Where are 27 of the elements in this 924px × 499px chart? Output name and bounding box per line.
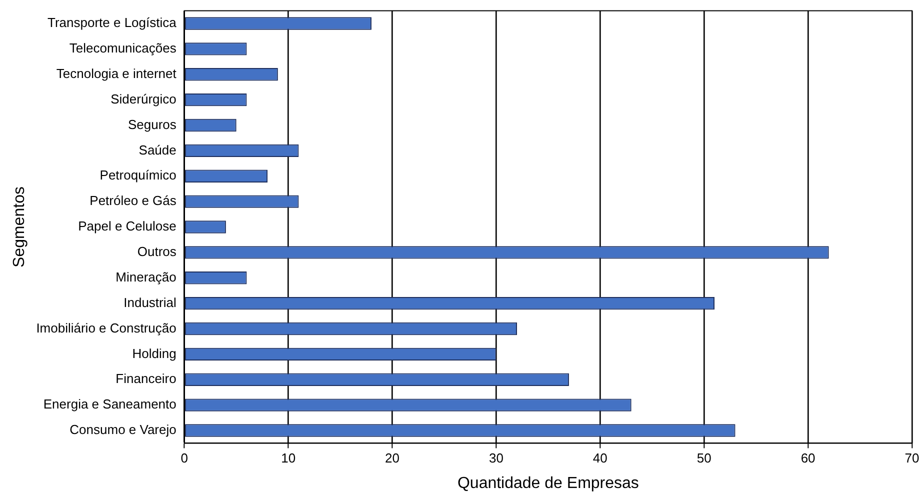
y-tick-label: Imobiliário e Construção [36,320,176,336]
y-tick-label: Seguros [128,116,177,132]
x-tick-label: 40 [592,450,608,466]
y-tick-label: Telecomunicações [69,40,177,56]
x-axis-title: Quantidade de Empresas [457,474,639,492]
y-tick-label: Papel e Celulose [78,218,176,234]
y-tick-label: Industrial [124,294,176,310]
y-tick-label: Transporte e Logística [48,15,178,30]
x-tick-label: 30 [488,450,504,466]
y-tick-label: Petroquímico [100,168,176,183]
x-tick-label: 20 [385,450,400,466]
y-tick-label: Consumo e Varejo [70,422,176,438]
y-tick-label: Petróleo e Gás [90,193,177,208]
x-tick-label: 10 [281,450,296,466]
x-tick-label: 70 [904,450,920,466]
y-tick-label: Energia e Saneamento [43,396,176,412]
y-tick-label: Financeiro [116,371,176,386]
y-tick-label: Saúde [138,142,176,158]
y-axis-title: Segmentos [11,186,28,268]
y-tick-label: Outros [137,244,177,260]
y-tick-label: Holding [132,346,176,361]
y-tick-label: Siderúrgico [110,91,176,106]
y-tick-label: Mineração [116,269,176,284]
x-tick-label: 0 [180,450,188,466]
x-tick-label: 50 [696,450,712,466]
y-tick-label: Tecnologia e internet [56,66,177,81]
x-tick-label: 60 [800,450,816,466]
